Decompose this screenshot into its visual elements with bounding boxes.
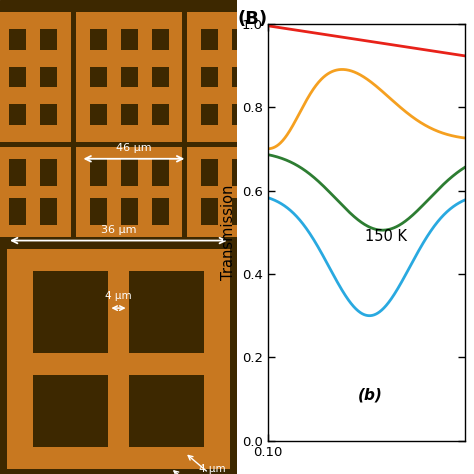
Bar <box>7 249 230 469</box>
Bar <box>263 198 280 225</box>
Text: 36 μm: 36 μm <box>101 225 136 235</box>
Bar <box>9 159 27 186</box>
Bar <box>9 67 27 87</box>
Bar <box>40 67 57 87</box>
Y-axis label: Transmission: Transmission <box>221 184 237 280</box>
Bar <box>232 198 249 225</box>
Bar <box>33 271 109 353</box>
Bar <box>90 29 107 50</box>
Bar <box>120 198 137 225</box>
Bar <box>187 147 294 237</box>
Bar <box>263 29 280 50</box>
Bar <box>76 147 182 237</box>
Bar <box>152 29 169 50</box>
Bar <box>90 198 107 225</box>
Text: (B): (B) <box>238 10 268 28</box>
Text: 4 μm: 4 μm <box>199 464 226 474</box>
Text: (b): (b) <box>358 387 383 402</box>
Bar <box>120 159 137 186</box>
Bar <box>120 29 137 50</box>
Bar <box>128 271 204 353</box>
Text: 4 μm: 4 μm <box>105 291 132 301</box>
Bar <box>33 375 109 447</box>
Bar <box>9 198 27 225</box>
Bar <box>232 104 249 125</box>
Bar <box>232 29 249 50</box>
Bar <box>76 12 182 142</box>
Bar <box>201 104 218 125</box>
Bar <box>120 104 137 125</box>
Bar <box>90 67 107 87</box>
Bar <box>232 159 249 186</box>
Bar <box>201 198 218 225</box>
Bar <box>128 375 204 447</box>
Bar <box>90 159 107 186</box>
Bar <box>232 67 249 87</box>
Bar <box>201 67 218 87</box>
Bar <box>40 104 57 125</box>
Bar <box>9 104 27 125</box>
Bar <box>90 104 107 125</box>
Text: 150 K: 150 K <box>365 228 407 244</box>
Bar <box>152 104 169 125</box>
Bar <box>40 198 57 225</box>
Bar <box>263 67 280 87</box>
Bar <box>263 104 280 125</box>
Bar <box>120 67 137 87</box>
Bar <box>0 12 71 142</box>
Bar <box>152 159 169 186</box>
Bar <box>9 29 27 50</box>
Bar <box>152 198 169 225</box>
Bar <box>40 29 57 50</box>
Bar <box>201 159 218 186</box>
Bar <box>0 147 71 237</box>
Bar <box>201 29 218 50</box>
Bar <box>40 159 57 186</box>
Bar <box>152 67 169 87</box>
Bar <box>187 12 294 142</box>
Text: 46 μm: 46 μm <box>116 143 152 153</box>
Bar <box>263 159 280 186</box>
